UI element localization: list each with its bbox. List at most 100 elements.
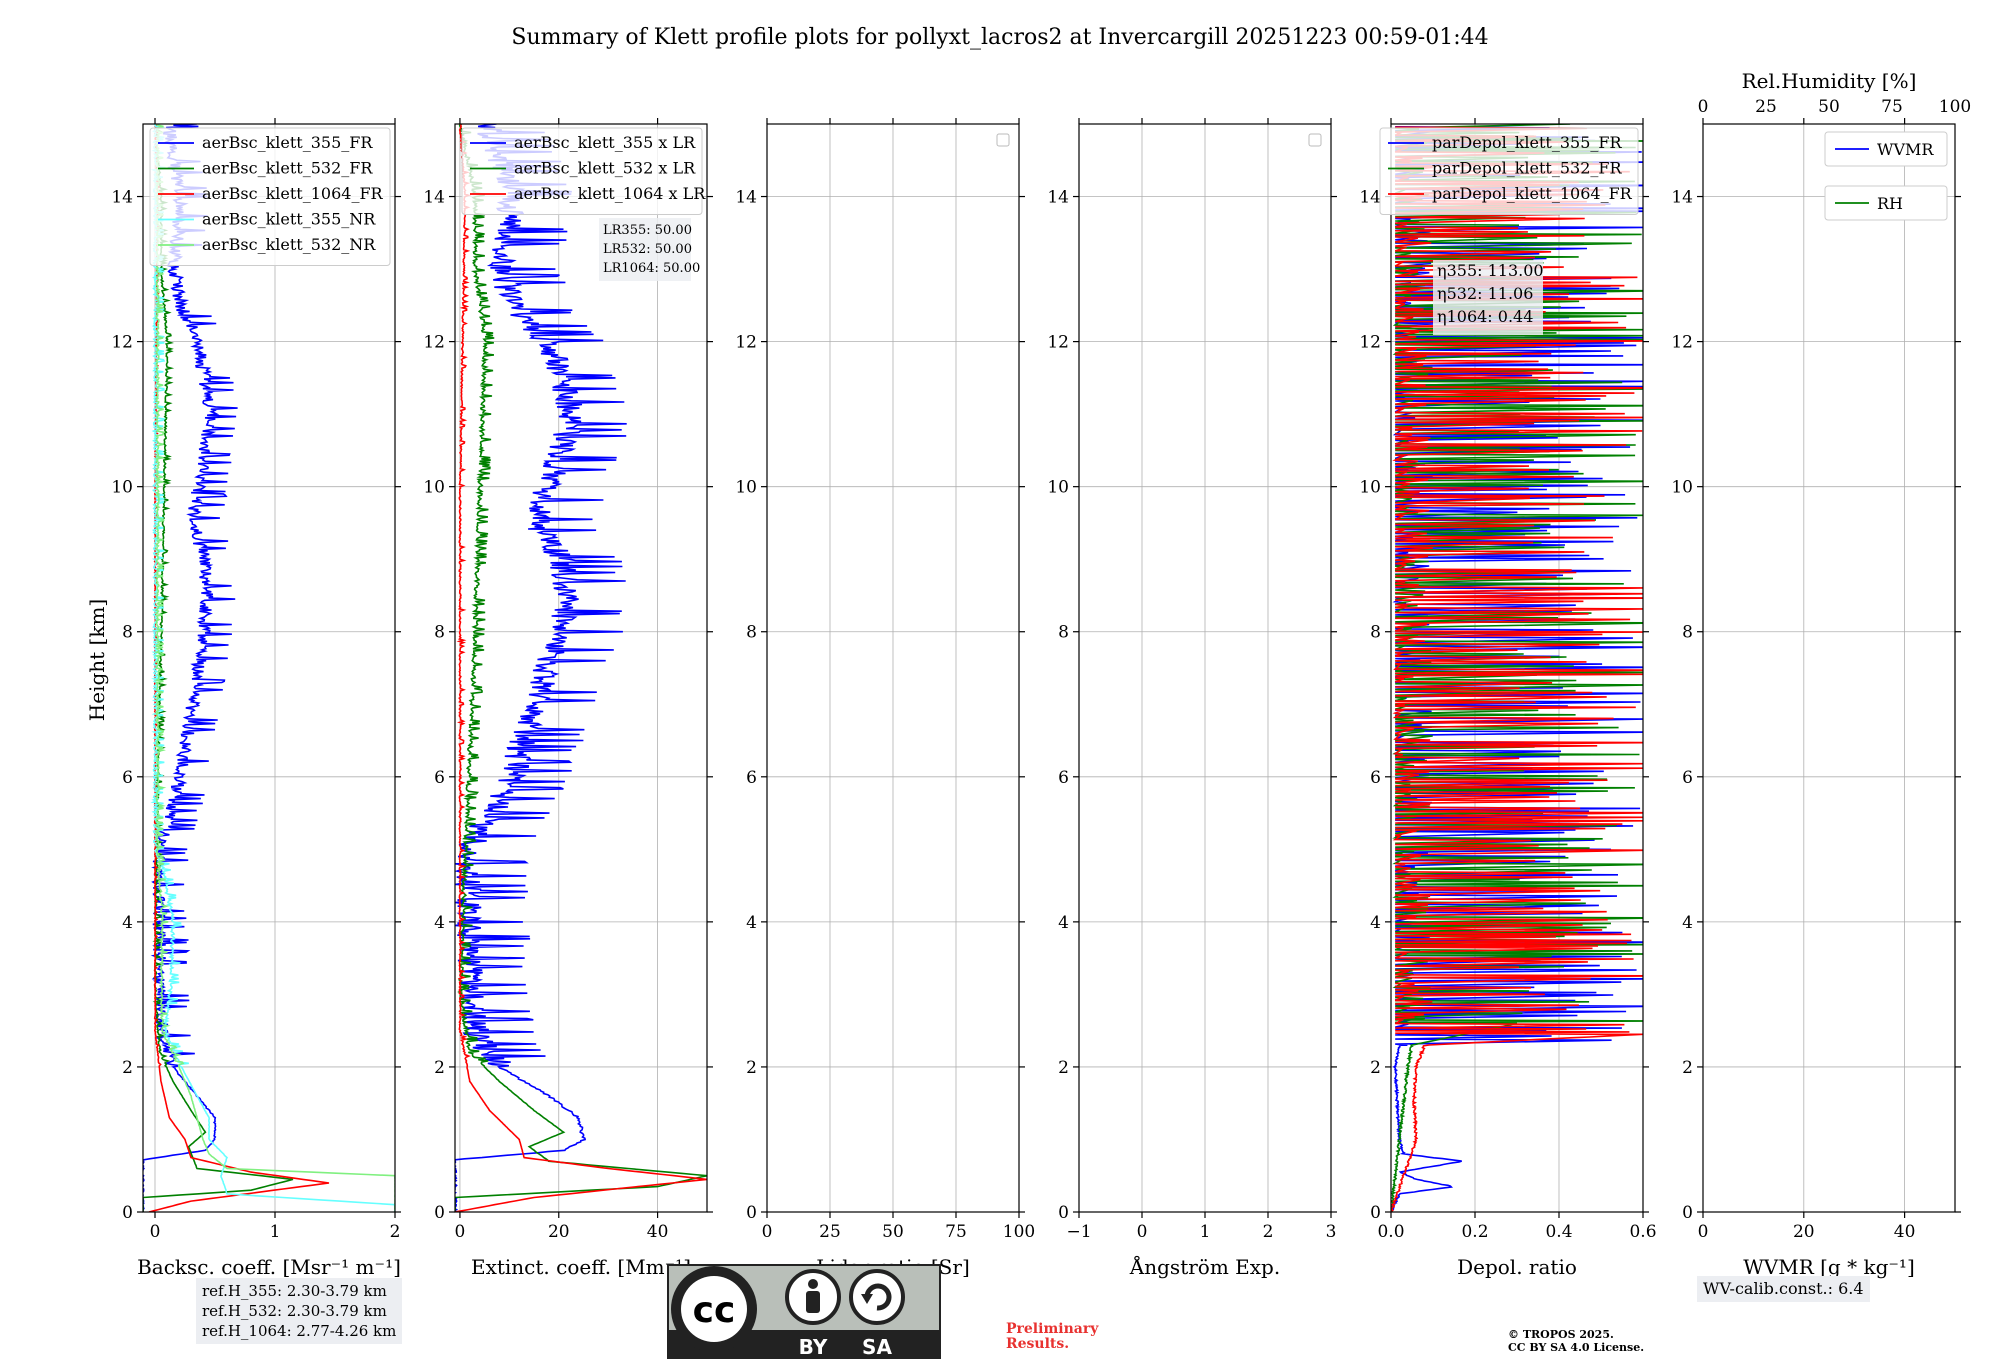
sa-label: SA xyxy=(862,1335,892,1359)
y-tick-label: 12 xyxy=(1047,333,1069,353)
ref-height-355: ref.H_355: 2.30-3.79 km xyxy=(202,1282,387,1300)
x-tick-label: 40 xyxy=(647,1222,669,1242)
sa-share-icon xyxy=(849,1269,905,1325)
y-tick-label: 8 xyxy=(1058,623,1069,643)
copyright-line-2: CC BY SA 4.0 License. xyxy=(1508,1341,1645,1354)
annotation-box xyxy=(599,218,691,281)
y-tick-label: 6 xyxy=(1682,768,1693,788)
y-tick-label: 2 xyxy=(1058,1058,1069,1078)
y-tick-label: 10 xyxy=(1359,478,1381,498)
x-tick-label: 40 xyxy=(1894,1222,1916,1242)
x-tick-label: 0 xyxy=(455,1222,466,1242)
y-tick-label: 6 xyxy=(1058,768,1069,788)
legend-box xyxy=(1379,127,1639,215)
y-tick-label: 8 xyxy=(746,623,757,643)
figure-title: Summary of Klett profile plots for polly… xyxy=(511,25,1488,50)
x-tick-label: 1 xyxy=(270,1222,281,1242)
by-person-body xyxy=(806,1291,820,1313)
wv-calibration-constant: WV-calib.const.: 6.4 xyxy=(1703,1279,1864,1298)
y-tick-label: 2 xyxy=(1370,1058,1381,1078)
legend-label: parDepol_klett_532_FR xyxy=(1432,159,1623,178)
series-line xyxy=(143,124,238,1212)
by-person-head xyxy=(808,1279,818,1289)
x-tick-label: 20 xyxy=(548,1222,570,1242)
x-tick-label: 20 xyxy=(1793,1222,1815,1242)
y-tick-label: 10 xyxy=(735,478,757,498)
legend-label: parDepol_klett_1064_FR xyxy=(1432,184,1633,203)
panel-ext: 0 20 40 0 2 4 6 8 10 12 14 Extinct. coeff. [Mm⁻¹] ae… xyxy=(423,118,713,1279)
series-line xyxy=(143,124,294,1212)
legend-label: aerBsc_klett_1064_FR xyxy=(202,184,384,203)
top-tick-label: 100 xyxy=(1939,97,1971,117)
legend-label: RH xyxy=(1877,194,1903,213)
empty-legend-box xyxy=(996,133,1010,147)
series-line xyxy=(455,124,627,1212)
empty-legend-box xyxy=(1308,133,1322,147)
y-tick-label: 8 xyxy=(434,623,445,643)
x-axis-label: Backsc. coeff. [Msr⁻¹ m⁻¹] xyxy=(137,1255,401,1279)
y-tick-label: 14 xyxy=(111,188,133,208)
series-line xyxy=(153,124,395,1212)
x-axis-label: Extinct. coeff. [Mm⁻¹] xyxy=(471,1255,691,1279)
series-line xyxy=(455,124,707,1212)
preliminary-line-1: Preliminary xyxy=(1006,1321,1099,1337)
series-line xyxy=(1391,126,1643,1212)
legend-label: aerBsc_klett_355 x LR xyxy=(514,133,696,152)
x-tick-label: 0.4 xyxy=(1545,1222,1572,1242)
legend-label: aerBsc_klett_355_FR xyxy=(202,133,373,152)
y-tick-label: 4 xyxy=(746,913,757,933)
annotation-text: LR355: 50.00 xyxy=(603,223,692,238)
x-axis-label: WVMR [g * kg⁻¹] xyxy=(1743,1255,1915,1279)
ref-height-1064: ref.H_1064: 2.77-4.26 km xyxy=(202,1322,397,1340)
x-tick-label: 0 xyxy=(762,1222,773,1242)
y-tick-label: 0 xyxy=(1682,1203,1693,1223)
series-group xyxy=(143,124,395,1212)
y-tick-label: 6 xyxy=(746,768,757,788)
copyright-line-1: © TROPOS 2025. xyxy=(1508,1328,1614,1341)
legend-label: parDepol_klett_355_FR xyxy=(1432,133,1623,152)
ref-height-532: ref.H_532: 2.30-3.79 km xyxy=(202,1302,387,1320)
axes-frame xyxy=(454,123,708,1213)
legend-label: aerBsc_klett_1064 x LR xyxy=(514,184,706,203)
y-tick-label: 0 xyxy=(746,1203,757,1223)
y-tick-label: 6 xyxy=(1370,768,1381,788)
x-tick-label: 0 xyxy=(1698,1222,1709,1242)
y-tick-label: 12 xyxy=(735,333,757,353)
legend-box xyxy=(1824,131,1948,167)
top-tick-label: 25 xyxy=(1755,97,1777,117)
y-axis-label: Height [km] xyxy=(85,599,109,721)
panel-wv: 0 20 40 0 2 4 6 8 10 12 14 WVMR [g * kg⁻¹] 0 25 50 75 10… xyxy=(1671,69,1971,1279)
y-tick-label: 8 xyxy=(122,623,133,643)
x-tick-label: −1 xyxy=(1066,1222,1091,1242)
series-line xyxy=(150,124,395,1212)
y-tick-label: 6 xyxy=(434,768,445,788)
y-tick-label: 8 xyxy=(1370,623,1381,643)
y-tick-label: 4 xyxy=(434,913,445,933)
annotation-text: η1064: 0.44 xyxy=(1437,307,1533,326)
x-tick-label: 1 xyxy=(1200,1222,1211,1242)
cc-logo-icon xyxy=(681,1276,747,1342)
y-tick-label: 14 xyxy=(1359,188,1381,208)
legend-label: aerBsc_klett_532 x LR xyxy=(514,159,696,178)
preliminary-results-note: Preliminary Results. xyxy=(1006,1322,1098,1352)
x-tick-label: 0.2 xyxy=(1461,1222,1488,1242)
legend-label: aerBsc_klett_532_FR xyxy=(202,159,373,178)
reference-heights-box: ref.H_355: 2.30-3.79 km ref.H_532: 2.30-… xyxy=(196,1278,403,1344)
x-tick-label: 0 xyxy=(1137,1222,1148,1242)
y-tick-label: 0 xyxy=(122,1203,133,1223)
series-line xyxy=(455,124,707,1212)
y-tick-label: 10 xyxy=(423,478,445,498)
y-tick-label: 0 xyxy=(434,1203,445,1223)
x-axis-label: Depol. ratio xyxy=(1457,1255,1577,1279)
top-tick-label: 75 xyxy=(1881,97,1903,117)
legend-label: aerBsc_klett_532_NR xyxy=(202,235,376,254)
y-tick-label: 0 xyxy=(1370,1203,1381,1223)
y-tick-label: 2 xyxy=(434,1058,445,1078)
annotation-text: η355: 113.00 xyxy=(1437,261,1544,280)
y-tick-label: 4 xyxy=(1370,913,1381,933)
x-tick-label: 75 xyxy=(945,1222,967,1242)
y-tick-label: 4 xyxy=(122,913,133,933)
axes-frame xyxy=(142,123,396,1213)
